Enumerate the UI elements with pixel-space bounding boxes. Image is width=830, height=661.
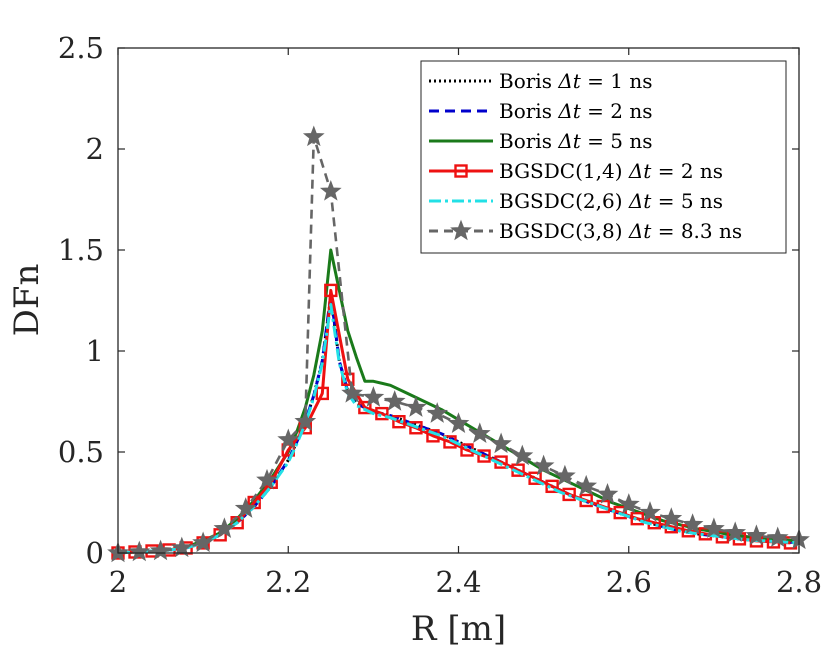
legend-label: Boris Δt = 2 ns [499,99,653,123]
data-point [383,390,406,411]
data-point [681,513,704,534]
data-point [703,517,725,539]
y-axis-ticks: 0 0.5 1 1.5 2 2.5 [58,31,799,570]
legend-item: BGSDC(3,8) Δt = 8.3 ns [429,219,742,243]
data-point [660,507,683,528]
data-point [324,283,338,298]
legend-label: Boris Δt = 5 ns [499,129,653,153]
series-6 [107,125,810,563]
legend-marker [454,164,468,178]
x-axis-label: R [m] [411,609,506,649]
data-point [128,540,151,562]
y-tick-label: 0.5 [58,435,104,469]
x-axis-ticks: 2 2.2 2.4 2.6 2.8 [109,48,822,599]
data-point [375,406,389,421]
data-point [170,536,193,558]
data-point [234,497,257,518]
data-point [613,505,627,520]
legend-item: Boris Δt = 5 ns [429,129,653,153]
y-tick-label: 1 [86,334,104,368]
data-point [315,386,329,401]
data-point [745,524,768,546]
y-tick-label: 0 [86,536,104,570]
data-point [392,415,406,429]
y-tick-label: 1.5 [58,233,104,267]
series-line [117,303,800,555]
data-point [341,381,363,403]
data-point [256,468,278,490]
legend-label: BGSDC(2,6) Δt = 5 ns [499,189,723,213]
x-tick-label: 2.2 [265,565,311,599]
legend-item: Boris Δt = 2 ns [429,99,653,123]
data-point [302,125,325,147]
data-point [617,493,640,514]
data-point [511,444,534,466]
series-5 [117,303,800,555]
series-layer [107,125,810,563]
legend-label: Boris Δt = 1 ns [499,69,653,93]
data-point [468,422,491,444]
data-point [319,179,342,201]
data-point [447,412,470,433]
data-point [213,517,236,539]
legend-item: BGSDC(1,4) Δt = 2 ns [429,159,723,183]
data-point [277,428,300,450]
data-point [192,531,214,553]
data-point [554,464,576,486]
x-tick-label: 2.6 [606,565,652,599]
legend-label: BGSDC(1,4) Δt = 2 ns [499,159,723,183]
data-point [639,501,661,522]
data-point [630,511,644,526]
data-point [724,521,747,543]
data-point [294,410,317,431]
data-point [362,386,385,407]
data-point [766,526,789,548]
legend-item: BGSDC(2,6) Δt = 5 ns [429,189,723,213]
x-tick-label: 2.8 [776,565,822,599]
legend-item: Boris Δt = 1 ns [429,69,653,93]
x-tick-label: 2 [109,565,127,599]
data-point [575,474,598,496]
x-tick-label: 2.4 [435,565,481,599]
legend-box [420,60,787,254]
legend: Boris Δt = 1 ns Boris Δt = 2 ns Boris Δt =… [420,60,787,254]
y-tick-label: 2 [86,132,104,166]
data-point [409,421,423,435]
legend-label: BGSDC(3,8) Δt = 8.3 ns [499,219,742,243]
data-point [490,432,512,454]
data-point [405,396,427,417]
data-point [477,449,491,463]
data-point [149,539,172,561]
legend-marker [450,219,472,241]
data-point [596,482,619,504]
series-line [117,135,800,555]
data-point [426,402,449,423]
data-point [532,454,555,476]
y-axis-label: DFn [7,264,47,337]
y-tick-label: 2.5 [58,31,104,65]
data-point [545,479,559,494]
data-point [528,471,542,485]
